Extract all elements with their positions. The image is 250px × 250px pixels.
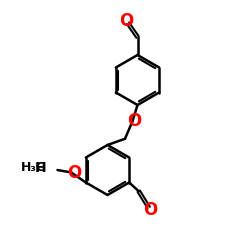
Text: H₃C: H₃C [21,161,46,174]
Text: O: O [66,164,81,182]
Text: O: O [119,12,134,30]
Text: O: O [143,201,157,219]
Text: O: O [127,112,141,130]
Text: H: H [34,160,46,174]
